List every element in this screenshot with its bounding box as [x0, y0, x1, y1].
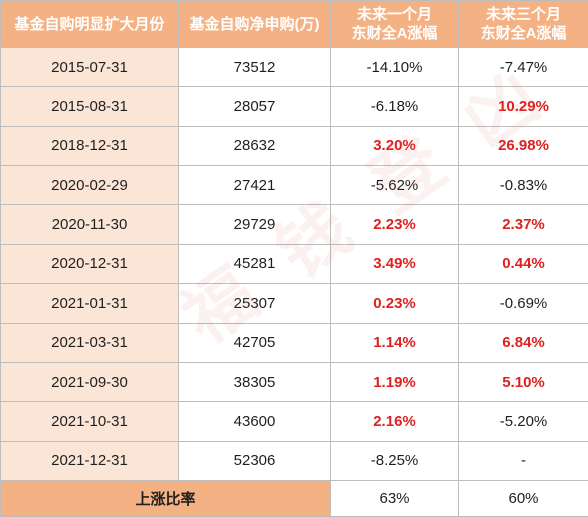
table-row: 2021-12-31 52306 -8.25% -: [0, 440, 588, 482]
header-3m-line2: 东财全A涨幅: [480, 25, 567, 42]
return-1m-cell: 1.19%: [330, 361, 459, 403]
table-row: 2021-01-31 25307 0.23% -0.69%: [0, 283, 588, 324]
return-3m-cell: 6.84%: [458, 322, 588, 363]
date-cell: 2021-09-30: [0, 361, 179, 403]
date-cell: 2021-01-31: [0, 283, 179, 324]
return-1m-cell: 3.49%: [330, 243, 459, 285]
return-3m-cell: -0.83%: [458, 165, 588, 206]
return-3m-cell: 10.29%: [458, 86, 588, 127]
rise-ratio-1m: 63%: [330, 480, 459, 517]
table-body: 2015-07-31 73512 -14.10% -7.47% 2015-08-31 28…: [0, 46, 588, 482]
table-row: 2020-11-30 29729 2.23% 2.37%: [0, 204, 588, 245]
table-header: 基金自购明显扩大月份 基金自购净申购(万) 未来一个月 东财全A涨幅 未来三个月…: [0, 0, 588, 48]
rise-ratio-label: 上涨比率: [0, 480, 331, 517]
return-3m-cell: -: [458, 440, 588, 482]
date-cell: 2018-12-31: [0, 125, 179, 167]
header-1m-line1: 未来一个月: [356, 6, 432, 23]
return-1m-cell: -14.10%: [330, 46, 459, 88]
date-cell: 2020-12-31: [0, 243, 179, 285]
date-cell: 2020-11-30: [0, 204, 179, 245]
net-purchase-cell: 25307: [178, 283, 331, 324]
header-row: 基金自购明显扩大月份 基金自购净申购(万) 未来一个月 东财全A涨幅 未来三个月…: [0, 0, 588, 48]
table-row: 2020-12-31 45281 3.49% 0.44%: [0, 243, 588, 285]
date-cell: 2021-03-31: [0, 322, 179, 363]
header-3m-line1: 未来三个月: [485, 6, 561, 23]
date-cell: 2015-08-31: [0, 86, 179, 127]
net-purchase-cell: 28632: [178, 125, 331, 167]
date-cell: 2021-12-31: [0, 440, 179, 482]
return-1m-cell: 3.20%: [330, 125, 459, 167]
net-purchase-cell: 45281: [178, 243, 331, 285]
table-row: 2021-09-30 38305 1.19% 5.10%: [0, 361, 588, 403]
net-purchase-cell: 42705: [178, 322, 331, 363]
net-purchase-cell: 43600: [178, 401, 331, 442]
table-row: 2015-08-31 28057 -6.18% 10.29%: [0, 86, 588, 127]
table-row: 2020-02-29 27421 -5.62% -0.83%: [0, 165, 588, 206]
table-row: 2021-10-31 43600 2.16% -5.20%: [0, 401, 588, 442]
return-3m-cell: 26.98%: [458, 125, 588, 167]
return-1m-cell: 2.16%: [330, 401, 459, 442]
footer-row: 上涨比率 63% 60%: [0, 480, 588, 517]
return-1m-cell: -5.62%: [330, 165, 459, 206]
header-1m-line2: 东财全A涨幅: [351, 25, 438, 42]
net-purchase-cell: 29729: [178, 204, 331, 245]
return-3m-cell: 2.37%: [458, 204, 588, 245]
table-row: 2018-12-31 28632 3.20% 26.98%: [0, 125, 588, 167]
return-1m-cell: 2.23%: [330, 204, 459, 245]
date-cell: 2015-07-31: [0, 46, 179, 88]
rise-ratio-3m: 60%: [458, 480, 588, 517]
table-row: 2015-07-31 73512 -14.10% -7.47%: [0, 46, 588, 88]
net-purchase-cell: 73512: [178, 46, 331, 88]
date-cell: 2020-02-29: [0, 165, 179, 206]
return-1m-cell: 1.14%: [330, 322, 459, 363]
return-3m-cell: -7.47%: [458, 46, 588, 88]
return-3m-cell: 5.10%: [458, 361, 588, 403]
header-1m-return: 未来一个月 东财全A涨幅: [330, 0, 459, 48]
return-1m-cell: 0.23%: [330, 283, 459, 324]
header-month: 基金自购明显扩大月份: [0, 0, 179, 48]
header-net-purchase: 基金自购净申购(万): [178, 0, 331, 48]
net-purchase-cell: 38305: [178, 361, 331, 403]
table-footer: 上涨比率 63% 60%: [0, 480, 588, 517]
return-1m-cell: -6.18%: [330, 86, 459, 127]
net-purchase-cell: 27421: [178, 165, 331, 206]
header-3m-return: 未来三个月 东财全A涨幅: [458, 0, 588, 48]
return-3m-cell: -5.20%: [458, 401, 588, 442]
return-3m-cell: 0.44%: [458, 243, 588, 285]
date-cell: 2021-10-31: [0, 401, 179, 442]
net-purchase-cell: 28057: [178, 86, 331, 127]
return-1m-cell: -8.25%: [330, 440, 459, 482]
net-purchase-cell: 52306: [178, 440, 331, 482]
return-3m-cell: -0.69%: [458, 283, 588, 324]
table-row: 2021-03-31 42705 1.14% 6.84%: [0, 322, 588, 363]
